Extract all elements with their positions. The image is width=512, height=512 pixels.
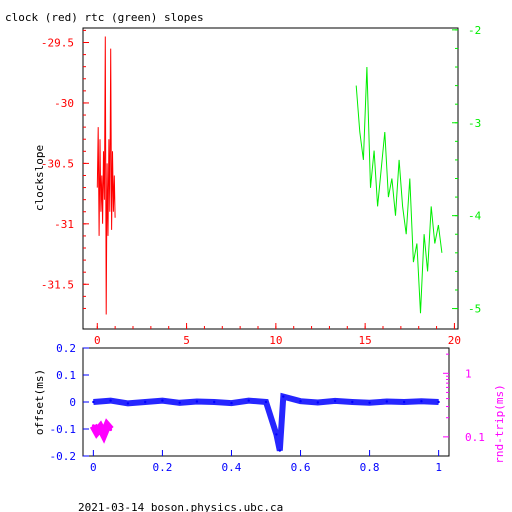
top-left-y-axis: -29.5 -30 -30.5 -31 -31.5: [41, 29, 89, 309]
bottom-series-group: [89, 392, 440, 452]
top-y2-tick-label: -3: [468, 117, 481, 130]
roundtrip-point: [109, 428, 113, 432]
top-series-group: [96, 36, 443, 315]
top-y-tick-label: -30.5: [41, 157, 74, 170]
top-x-axis: 0 5 10 15 20: [94, 323, 461, 347]
top-x-tick-label: 10: [269, 334, 282, 347]
bottom-y2-tick-label: 1: [465, 367, 472, 380]
bottom-left-y-axis: 0.2 0.1 0 -0.1 -0.2: [50, 342, 89, 463]
bottom-x-tick-label: 0.8: [360, 461, 380, 474]
bottom-y-tick-label: -0.2: [50, 450, 77, 463]
bottom-x-tick-label: 0.2: [152, 461, 172, 474]
roundtrip-point: [105, 424, 109, 428]
bottom-x-tick-label: 0.6: [291, 461, 311, 474]
top-plot-frame: [82, 27, 459, 330]
top-y-tick-label: -30: [54, 97, 74, 110]
top-panel: clockslope -29.5-30-30.5-31-31.5 -2-3-4-…: [33, 24, 482, 347]
offset-series-band: [93, 392, 439, 452]
top-x-tick-label: 5: [183, 334, 190, 347]
top-y-tick-label: -31: [54, 218, 74, 231]
bottom-y-tick-label: -0.1: [50, 423, 77, 436]
bottom-y-tick-label: 0.2: [56, 342, 76, 355]
roundtrip-point: [95, 430, 99, 434]
bottom-right-y-axis: 10.1: [443, 353, 485, 444]
top-y2-tick-label: -2: [468, 24, 481, 37]
roundtrip-point: [98, 426, 102, 430]
top-x-tick-label: 20: [448, 334, 461, 347]
bottom-x-tick-label: 0.4: [222, 461, 242, 474]
bottom-x-tick-label: 1: [435, 461, 442, 474]
top-y-axis-label: clockslope: [33, 145, 46, 211]
bottom-y2-tick-label: 0.1: [465, 431, 485, 444]
bottom-x-axis: 0 0.2 0.4 0.6 0.8 1: [90, 450, 442, 474]
bottom-y-tick-label: 0: [69, 396, 76, 409]
bottom-panel: offset(ms) rnd-trip(ms) 0.20.10-0.1-0.2 …: [33, 342, 506, 474]
roundtrip-point: [91, 424, 95, 428]
top-y2-tick-label: -5: [468, 303, 481, 316]
clock-slope-series-line: [96, 36, 116, 315]
roundtrip-point: [102, 432, 106, 436]
top-x-tick-label: 15: [359, 334, 372, 347]
top-y-tick-label: -31.5: [41, 278, 74, 291]
rtc-slope-series-line: [355, 66, 443, 314]
top-y2-tick-label: -4: [468, 210, 482, 223]
bottom-y-axis-label: offset(ms): [33, 369, 46, 435]
chart-title: clock (red) rtc (green) slopes: [5, 11, 204, 24]
top-y-tick-label: -29.5: [41, 37, 74, 50]
bottom-y-tick-label: 0.1: [56, 369, 76, 382]
top-x-tick-label: 0: [94, 334, 101, 347]
bottom-x-tick-label: 0: [90, 461, 97, 474]
bottom-right-axis-label: rnd-trip(ms): [493, 384, 506, 463]
top-right-y-axis: -2 -3 -4 -5: [452, 24, 482, 316]
footer-label: 2021-03-14 boson.physics.ubc.ca: [78, 501, 283, 512]
